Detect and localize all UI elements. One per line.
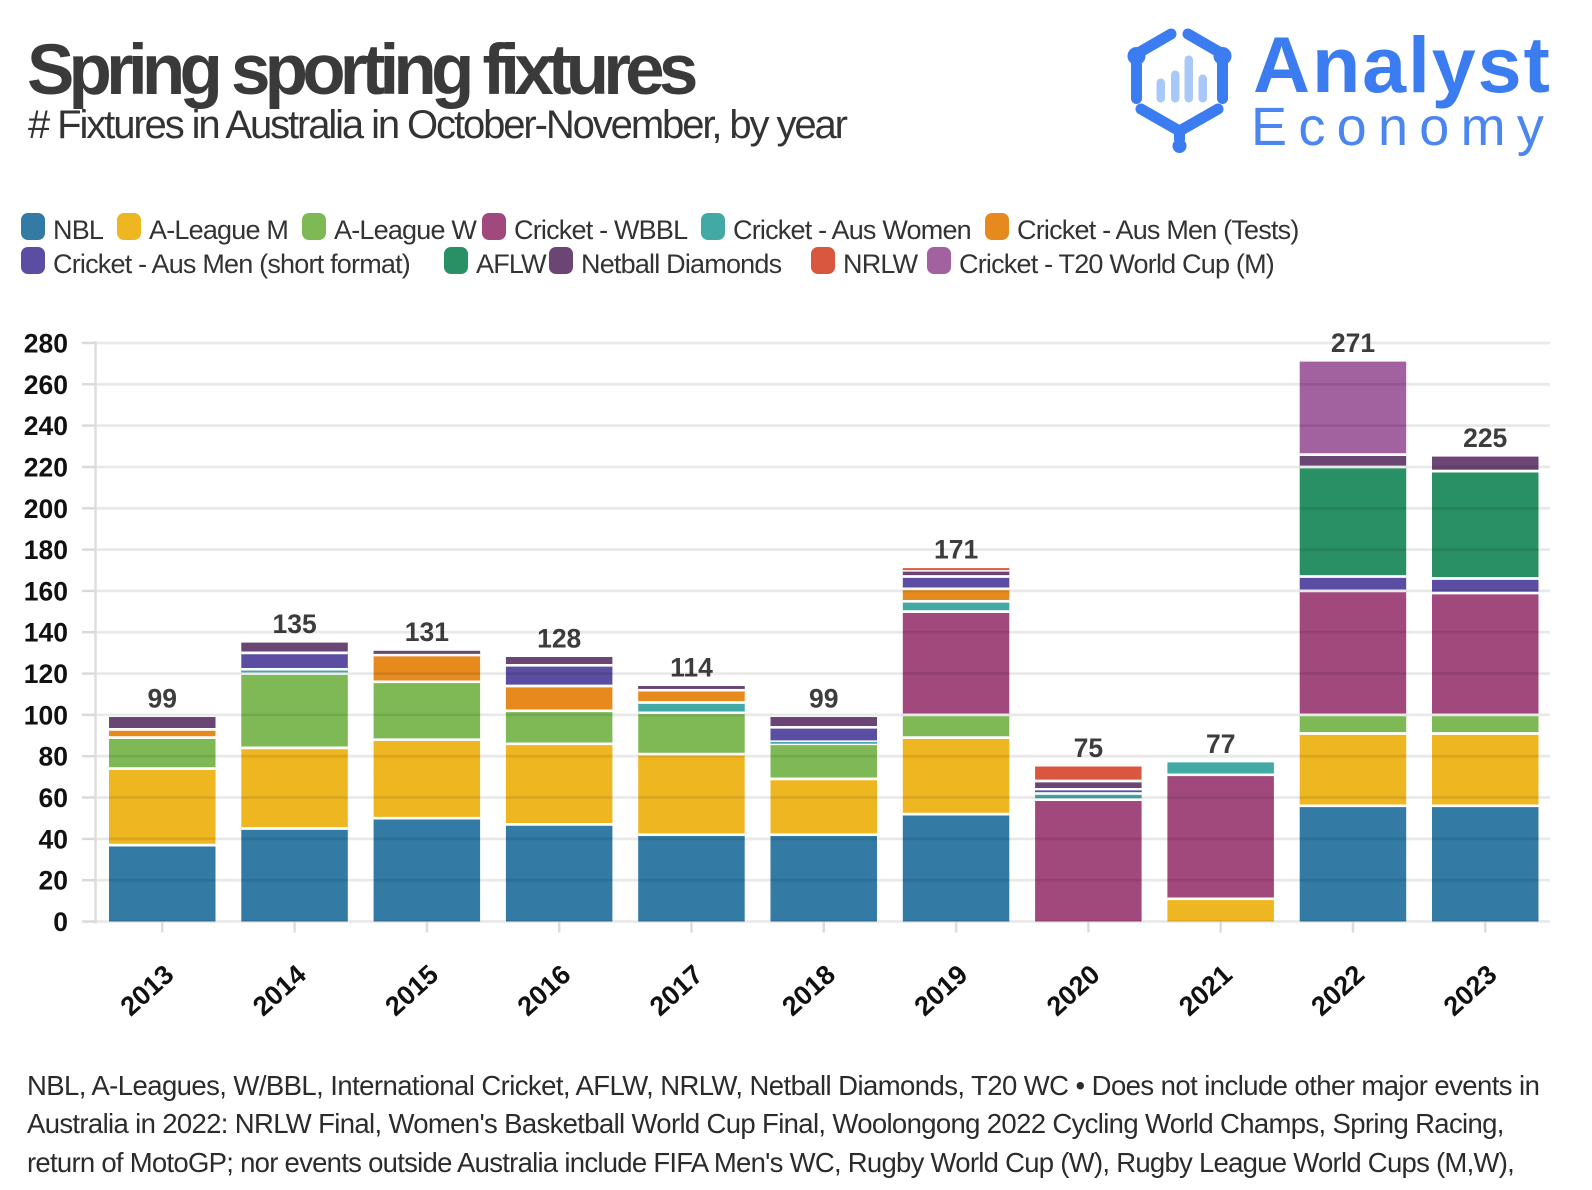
svg-text:128: 128 bbox=[537, 623, 581, 653]
svg-text:140: 140 bbox=[24, 618, 68, 648]
svg-text:225: 225 bbox=[1463, 423, 1507, 453]
svg-text:2023: 2023 bbox=[1438, 959, 1503, 1021]
svg-text:120: 120 bbox=[24, 659, 68, 689]
svg-text:2019: 2019 bbox=[909, 959, 974, 1021]
svg-text:220: 220 bbox=[24, 453, 68, 483]
svg-text:60: 60 bbox=[39, 783, 68, 813]
svg-text:180: 180 bbox=[24, 535, 68, 565]
svg-text:0: 0 bbox=[53, 907, 68, 937]
svg-text:2016: 2016 bbox=[512, 959, 577, 1021]
svg-text:100: 100 bbox=[24, 700, 68, 730]
svg-text:171: 171 bbox=[934, 535, 978, 565]
svg-text:160: 160 bbox=[24, 576, 68, 606]
svg-text:2021: 2021 bbox=[1173, 959, 1238, 1021]
svg-text:20: 20 bbox=[39, 866, 68, 896]
svg-text:40: 40 bbox=[39, 824, 68, 854]
svg-text:80: 80 bbox=[39, 742, 68, 772]
svg-text:77: 77 bbox=[1206, 729, 1235, 759]
svg-text:271: 271 bbox=[1331, 328, 1375, 358]
svg-text:2018: 2018 bbox=[776, 959, 841, 1021]
svg-text:2014: 2014 bbox=[247, 959, 312, 1021]
svg-text:131: 131 bbox=[405, 617, 449, 647]
svg-text:2015: 2015 bbox=[379, 959, 444, 1021]
svg-text:99: 99 bbox=[809, 683, 838, 713]
svg-text:260: 260 bbox=[24, 370, 68, 400]
svg-text:2022: 2022 bbox=[1305, 959, 1370, 1021]
svg-text:2020: 2020 bbox=[1041, 959, 1106, 1021]
svg-text:280: 280 bbox=[24, 329, 68, 359]
svg-text:200: 200 bbox=[24, 494, 68, 524]
svg-text:114: 114 bbox=[670, 652, 713, 682]
svg-text:135: 135 bbox=[272, 609, 316, 639]
svg-text:75: 75 bbox=[1074, 733, 1103, 763]
svg-text:99: 99 bbox=[147, 683, 176, 713]
svg-text:240: 240 bbox=[24, 411, 68, 441]
svg-text:2013: 2013 bbox=[115, 959, 180, 1021]
svg-text:2017: 2017 bbox=[644, 959, 709, 1021]
